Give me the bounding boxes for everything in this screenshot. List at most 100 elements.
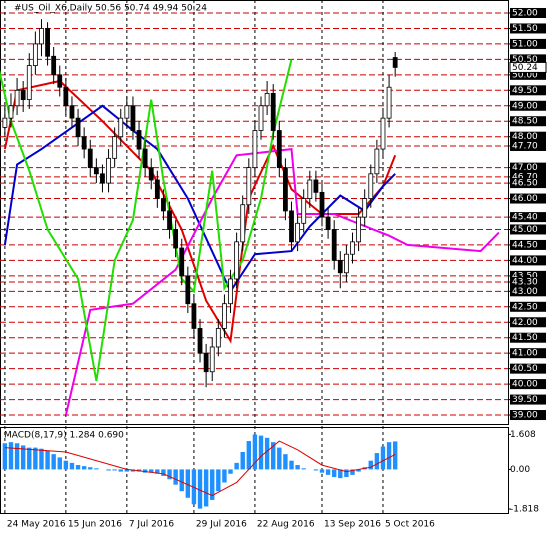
y-tick-label: 51.50 [512, 24, 538, 34]
candle-body [246, 167, 252, 206]
y-tick-box [510, 7, 546, 18]
candle-body [289, 210, 294, 243]
macd-title: MACD(8,17,9) 1.284 0.690 [4, 431, 124, 441]
candle-body [179, 247, 185, 277]
y-tick-label: 45.40 [512, 213, 538, 223]
macd-bar [380, 446, 386, 470]
macd-bar [325, 469, 331, 475]
indicator-line [3, 79, 397, 344]
macd-bar [319, 469, 325, 473]
y-tick-label: 46.50 [512, 179, 538, 189]
macd-bar [234, 462, 239, 470]
y-tick-label: 52.00 [512, 8, 538, 18]
candle-body [39, 28, 44, 45]
x-tick-label: 7 Jul 2016 [129, 520, 174, 530]
y-tick-label: 48.50 [512, 117, 538, 127]
y-tick-box [510, 54, 546, 65]
candle-body [307, 179, 313, 199]
candle-body [185, 275, 191, 305]
x-tick-label: 5 Oct 2016 [385, 520, 435, 530]
candle-body [264, 92, 270, 107]
y-tick-label: 51.00 [512, 39, 538, 49]
candle-body [258, 105, 264, 131]
macd-bar [240, 451, 245, 470]
candle-body [106, 157, 111, 184]
y-tick-label: 50.00 [512, 70, 538, 80]
macd-bar [258, 435, 264, 470]
candle-body [136, 130, 142, 150]
candle-body [252, 130, 258, 169]
y-tick-box [510, 348, 546, 359]
macd-bar [344, 469, 349, 478]
y-tick-box [510, 224, 546, 235]
macd-bar [331, 469, 337, 478]
macd-bar [20, 445, 26, 470]
candle-body [368, 173, 374, 199]
candle-body [350, 241, 355, 255]
macd-bar [8, 442, 14, 470]
candle-body [295, 222, 301, 243]
candle-body [161, 198, 166, 212]
candle-body [215, 328, 221, 348]
y-tick-label: 46.70 [512, 172, 538, 182]
macd-bar [57, 457, 62, 470]
x-tick-label: 15 Jun 2016 [68, 520, 122, 530]
macd-bar [106, 469, 111, 471]
indicator-line [64, 147, 500, 416]
y-tick-box [510, 255, 546, 266]
y-tick-label: 42.00 [512, 318, 538, 328]
macd-bar [161, 469, 166, 476]
macd-bar [368, 460, 373, 470]
macd-bar [374, 453, 380, 470]
macd-bar [313, 469, 319, 471]
candle-body [343, 253, 349, 274]
candle-body [319, 191, 325, 218]
y-tick-box [510, 23, 546, 34]
candle-body [20, 89, 26, 100]
candle-body [301, 198, 307, 224]
macd-bar [118, 469, 123, 472]
macd-bar [124, 469, 130, 472]
y-tick-label: 50.50 [512, 55, 538, 65]
y-tick-box [510, 363, 546, 374]
macd-bar [45, 450, 50, 470]
y-tick-label: 44.00 [512, 256, 538, 266]
y-tick-box [510, 178, 546, 189]
candle-body [26, 65, 32, 100]
macd-bar [51, 454, 56, 470]
macd-bar [88, 467, 93, 470]
y-tick-box [510, 140, 546, 151]
candle-body [32, 43, 38, 66]
y-tick-box [510, 85, 546, 96]
macd-bar [81, 466, 87, 470]
candle-body [167, 210, 172, 230]
macd-bar [14, 443, 20, 470]
macd-bar [75, 465, 81, 470]
macd-bar [386, 442, 392, 470]
y-tick-label: 39.50 [512, 395, 538, 405]
y-tick-label: 45.00 [512, 225, 538, 235]
y-tick-label: 41.00 [512, 349, 538, 359]
macd-bar [392, 441, 398, 470]
candle-body [270, 92, 276, 131]
macd-bar [246, 441, 252, 470]
y-tick-box [510, 38, 546, 49]
candle-body [331, 229, 337, 261]
macd-bar [179, 469, 184, 492]
y-tick-label: 39.00 [512, 411, 538, 421]
y-tick-label: 42.50 [512, 302, 538, 312]
candle-body [75, 117, 81, 138]
macd-bar [350, 469, 355, 475]
candle-body [337, 259, 343, 274]
macd-bar [203, 469, 209, 507]
candle-body [380, 117, 386, 150]
macd-bar [27, 447, 32, 470]
macd-bar [191, 469, 197, 505]
candle-body [69, 105, 75, 119]
y-tick-box [510, 162, 546, 173]
indicator-line [0, 59, 293, 382]
y-tick-box [510, 286, 546, 297]
macd-bar [338, 469, 343, 479]
candle-body [2, 117, 8, 128]
